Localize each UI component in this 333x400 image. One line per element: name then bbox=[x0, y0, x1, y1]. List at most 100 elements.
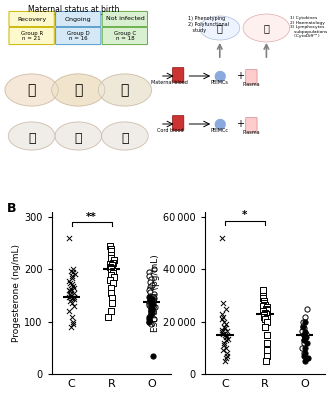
Point bbox=[66, 287, 72, 294]
Point bbox=[147, 289, 153, 295]
Text: +: + bbox=[236, 71, 244, 81]
Point bbox=[148, 284, 153, 290]
Text: 🤰: 🤰 bbox=[74, 83, 83, 97]
Point bbox=[220, 330, 225, 337]
Text: Maternal status at birth: Maternal status at birth bbox=[28, 5, 119, 14]
Point bbox=[302, 350, 307, 356]
Point bbox=[263, 316, 268, 322]
Point bbox=[263, 358, 269, 364]
Point bbox=[221, 342, 227, 348]
Point bbox=[263, 311, 268, 317]
Point bbox=[146, 316, 151, 322]
Point bbox=[110, 267, 115, 274]
Point bbox=[70, 269, 76, 275]
Text: Maternal blood: Maternal blood bbox=[152, 80, 188, 85]
FancyBboxPatch shape bbox=[9, 11, 54, 26]
Point bbox=[110, 295, 115, 302]
Point bbox=[262, 300, 267, 307]
Point bbox=[303, 318, 308, 325]
Point bbox=[263, 309, 268, 316]
Point bbox=[221, 300, 226, 307]
Point bbox=[150, 352, 156, 359]
Point bbox=[222, 332, 227, 338]
Text: +: + bbox=[236, 119, 244, 129]
Circle shape bbox=[52, 74, 105, 106]
Point bbox=[148, 307, 154, 314]
Point bbox=[147, 294, 152, 300]
Point bbox=[221, 340, 227, 346]
Point bbox=[304, 340, 309, 346]
Point bbox=[150, 304, 155, 310]
Point bbox=[148, 279, 153, 285]
Point bbox=[264, 340, 270, 346]
Point bbox=[70, 321, 75, 328]
Point bbox=[69, 272, 75, 279]
Point bbox=[301, 325, 307, 332]
Point bbox=[260, 287, 265, 294]
Point bbox=[224, 333, 230, 339]
Point bbox=[264, 304, 269, 310]
Point bbox=[111, 260, 116, 266]
Point bbox=[68, 288, 73, 295]
Point bbox=[72, 294, 77, 300]
Text: 1) Cytokines
2) Haematology
3) Lymphocytes
   subpopulations
   (CytoDiff™): 1) Cytokines 2) Haematology 3) Lymphocyt… bbox=[290, 16, 327, 38]
Point bbox=[72, 270, 77, 277]
Point bbox=[147, 303, 152, 309]
Point bbox=[69, 313, 74, 320]
Point bbox=[219, 311, 224, 317]
Point bbox=[261, 292, 266, 299]
Circle shape bbox=[98, 74, 152, 106]
Point bbox=[220, 313, 225, 320]
Point bbox=[110, 270, 116, 276]
Point bbox=[109, 252, 114, 258]
Point bbox=[67, 298, 73, 304]
Point bbox=[108, 255, 113, 261]
Point bbox=[108, 268, 114, 275]
Point bbox=[108, 261, 113, 268]
Point bbox=[146, 300, 151, 307]
Point bbox=[302, 329, 307, 335]
Point bbox=[300, 324, 305, 330]
Circle shape bbox=[55, 122, 102, 150]
Point bbox=[147, 299, 152, 305]
Text: 👶: 👶 bbox=[75, 132, 82, 144]
Point bbox=[72, 303, 77, 309]
Point bbox=[151, 296, 156, 303]
Point bbox=[301, 340, 307, 346]
Text: PBIMCc: PBIMCc bbox=[211, 128, 229, 133]
Point bbox=[303, 313, 308, 320]
Point bbox=[72, 290, 77, 296]
Point bbox=[147, 292, 153, 299]
Point bbox=[301, 352, 307, 359]
Text: Plasma: Plasma bbox=[243, 82, 260, 87]
Point bbox=[149, 282, 155, 288]
Point bbox=[301, 332, 306, 338]
Y-axis label: Estradiol (pg/mL): Estradiol (pg/mL) bbox=[151, 254, 160, 332]
Point bbox=[301, 318, 306, 325]
Point bbox=[111, 279, 116, 286]
Point bbox=[67, 308, 72, 314]
Point bbox=[262, 302, 268, 308]
Point bbox=[262, 324, 267, 330]
Point bbox=[149, 299, 155, 306]
Point bbox=[148, 306, 154, 312]
Point bbox=[146, 313, 152, 320]
Text: 🤰: 🤰 bbox=[121, 83, 129, 97]
Circle shape bbox=[200, 16, 240, 40]
Point bbox=[148, 276, 153, 282]
Text: 1) Phenotyping
2) Polyfunctional
   study: 1) Phenotyping 2) Polyfunctional study bbox=[188, 16, 229, 33]
Point bbox=[148, 308, 154, 314]
Text: Recovery: Recovery bbox=[17, 16, 46, 22]
Point bbox=[148, 298, 153, 304]
Point bbox=[107, 243, 112, 249]
FancyBboxPatch shape bbox=[9, 27, 54, 45]
Point bbox=[72, 296, 77, 302]
Point bbox=[221, 324, 226, 330]
Text: 🔬: 🔬 bbox=[217, 23, 223, 33]
Point bbox=[71, 318, 76, 325]
Point bbox=[261, 313, 267, 320]
Point bbox=[108, 272, 114, 278]
Text: Group R
n = 21: Group R n = 21 bbox=[21, 31, 43, 41]
Point bbox=[146, 302, 151, 308]
Point bbox=[149, 296, 155, 302]
